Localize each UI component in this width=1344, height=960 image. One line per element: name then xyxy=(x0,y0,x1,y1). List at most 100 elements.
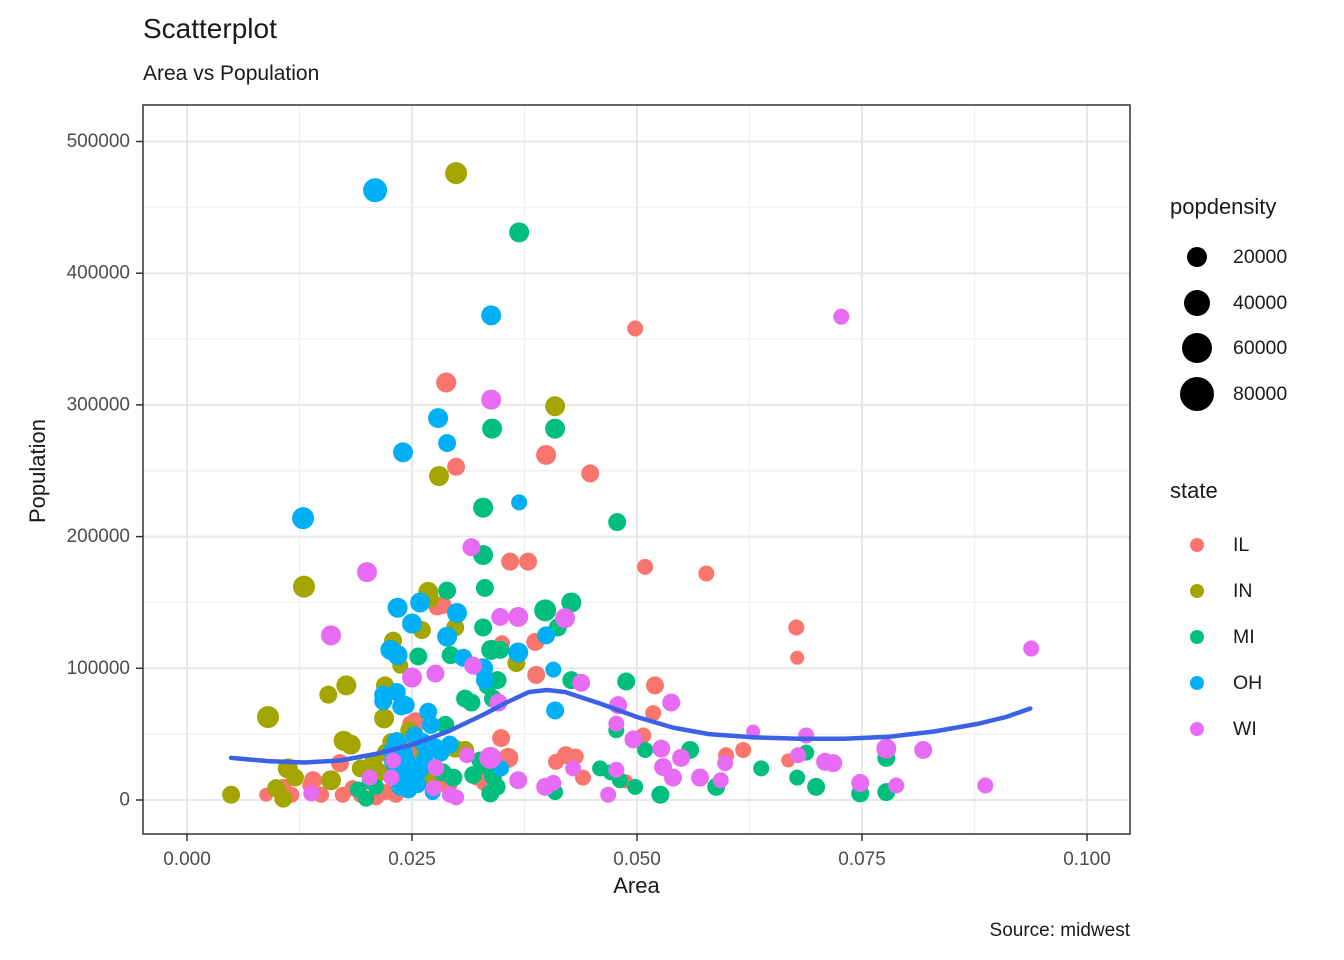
data-point-IN xyxy=(274,789,293,808)
data-point-IN xyxy=(340,734,361,755)
data-point-MI xyxy=(358,790,375,807)
data-point-OH xyxy=(387,683,406,702)
data-point-OH xyxy=(292,507,315,530)
data-point-WI xyxy=(572,673,591,692)
data-point-MI xyxy=(482,418,503,439)
data-point-OH xyxy=(410,592,431,613)
data-point-OH xyxy=(428,408,449,429)
data-point-WI xyxy=(481,389,502,410)
data-point-IL xyxy=(331,754,349,773)
data-point-WI xyxy=(1023,640,1040,657)
data-point-MI xyxy=(475,578,494,597)
data-point-IN xyxy=(286,768,304,787)
chart-caption: Source: midwest xyxy=(989,920,1130,941)
data-point-WI xyxy=(357,562,377,583)
legend-size-label: 80000 xyxy=(1233,383,1287,405)
data-point-OH xyxy=(363,178,388,203)
legend-state-label: OH xyxy=(1233,672,1262,694)
data-point-WI xyxy=(427,759,444,776)
data-point-MI xyxy=(464,765,483,784)
data-point-OH xyxy=(421,715,440,734)
data-point-MI xyxy=(617,672,636,691)
data-point-WI xyxy=(851,773,870,792)
data-point-MI xyxy=(473,497,494,518)
data-point-WI xyxy=(383,769,400,786)
legend-popdensity-title: popdensity xyxy=(1170,194,1277,219)
y-tick-label: 500000 xyxy=(67,131,130,152)
data-point-WI xyxy=(448,789,465,806)
data-point-WI xyxy=(303,785,320,802)
data-point-IN xyxy=(293,575,315,598)
data-point-OH xyxy=(447,602,467,623)
data-point-WI xyxy=(425,780,442,797)
data-point-IL xyxy=(501,552,520,571)
data-point-OH xyxy=(545,661,562,678)
data-point-MI xyxy=(474,618,493,637)
legend-state-label: MI xyxy=(1233,626,1255,648)
data-point-OH xyxy=(508,642,529,663)
data-point-IN xyxy=(374,708,395,729)
data-point-MI xyxy=(409,647,428,666)
data-point-OH xyxy=(537,626,556,645)
data-point-MI xyxy=(651,785,670,804)
data-point-WI xyxy=(664,768,682,787)
data-point-IL xyxy=(581,464,600,483)
legend-state-dot xyxy=(1190,676,1204,690)
data-point-MI xyxy=(444,768,463,787)
data-point-IL xyxy=(735,741,752,758)
data-point-WI xyxy=(508,606,529,627)
data-point-OH xyxy=(511,494,528,511)
data-point-WI xyxy=(824,754,843,773)
data-point-IN xyxy=(336,675,357,696)
x-tick-label: 0.000 xyxy=(163,849,211,870)
x-tick-label: 0.025 xyxy=(388,849,436,870)
data-point-WI xyxy=(833,308,850,325)
data-point-WI xyxy=(402,667,422,688)
data-point-IN xyxy=(319,685,338,704)
y-tick-label: 200000 xyxy=(67,526,130,547)
legend-state-dot xyxy=(1190,722,1204,736)
data-point-MI xyxy=(438,581,457,600)
y-tick-label: 300000 xyxy=(67,394,130,415)
data-point-IL xyxy=(646,676,664,695)
data-point-IN xyxy=(222,785,241,804)
data-point-WI xyxy=(555,608,575,629)
data-point-WI xyxy=(712,772,729,789)
legend-size-label: 60000 xyxy=(1233,337,1287,359)
legend-size-dot xyxy=(1187,247,1207,267)
data-point-MI xyxy=(608,513,627,532)
data-point-IL xyxy=(519,552,538,571)
legend-size-dot xyxy=(1184,290,1210,316)
data-point-OH xyxy=(546,701,565,720)
data-point-MI xyxy=(481,639,502,660)
data-point-WI xyxy=(545,774,562,791)
data-point-OH xyxy=(387,645,408,666)
legend-state-dot xyxy=(1190,630,1204,644)
legend-state-dot xyxy=(1190,538,1204,552)
data-point-OH xyxy=(475,671,494,690)
data-point-OH xyxy=(393,442,413,463)
data-point-WI xyxy=(662,693,681,712)
data-point-MI xyxy=(561,592,582,613)
data-point-MI xyxy=(627,778,644,795)
data-point-MI xyxy=(534,599,557,622)
data-point-IL xyxy=(492,729,511,748)
data-point-WI xyxy=(914,740,933,759)
legend-size-dot xyxy=(1182,333,1212,363)
data-point-WI xyxy=(565,760,582,777)
chart-title: Scatterplot xyxy=(143,13,277,44)
data-point-OH xyxy=(408,775,427,794)
data-point-WI xyxy=(385,752,402,769)
data-point-OH xyxy=(387,597,408,618)
data-point-WI xyxy=(321,625,341,646)
data-point-IL xyxy=(447,457,466,476)
data-point-WI xyxy=(624,730,643,749)
x-axis-title: Area xyxy=(613,873,660,898)
data-point-WI xyxy=(608,761,625,778)
data-point-WI xyxy=(691,768,709,787)
data-point-OH xyxy=(481,305,502,326)
data-point-OH xyxy=(402,613,422,634)
data-point-MI xyxy=(462,693,481,712)
